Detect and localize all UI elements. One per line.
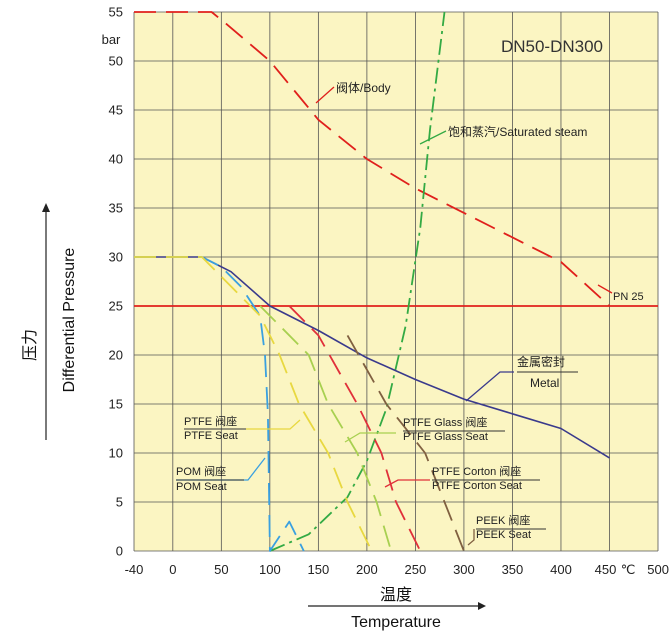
series-line-steam <box>269 11 446 552</box>
x-tick-500: 500 <box>647 562 669 577</box>
y-axis-title-cn: 压力 <box>21 329 39 361</box>
series-line-peek <box>346 334 465 552</box>
y-tick-30: 30 <box>109 250 123 265</box>
x-tick-450: 450 <box>595 562 617 577</box>
annotation-ptfe-glass: PTFE Glass Seat <box>403 431 488 443</box>
y-tick-55: 55 <box>109 5 123 20</box>
grid <box>133 11 659 552</box>
leader-peek <box>467 529 475 546</box>
y-tick-35: 35 <box>109 201 123 216</box>
y-tick-40: 40 <box>109 152 123 167</box>
x-tick-labels: -40 0 50 100 150 200 250 300 350 400 450 500 <box>125 562 669 577</box>
annotation-ptfe-corton: PTFE Corton Seat <box>432 480 522 492</box>
x-tick-150: 150 <box>308 562 330 577</box>
y-tick-15: 15 <box>109 397 123 412</box>
x-tick-400: 400 <box>550 562 572 577</box>
x-tick-200: 200 <box>356 562 378 577</box>
annotation-ptfe-corton-cn: PTFE Corton 阀座 <box>432 464 521 478</box>
annotation-peek: PEEK Seat <box>476 529 531 541</box>
x-axis-arrowhead <box>478 602 486 610</box>
annotation-metal: Metal <box>530 376 559 390</box>
series-line-ptfe_glass <box>259 305 392 552</box>
series-line-ptfe <box>134 256 373 552</box>
annotation-ptfe: PTFE Seat <box>184 430 238 442</box>
x-tick-0: 0 <box>169 562 176 577</box>
x-tick-50: 50 <box>214 562 228 577</box>
annotation-metal-cn: 金属密封 <box>517 354 565 369</box>
x-tick-300: 300 <box>453 562 475 577</box>
annotation-body: 阀体/Body <box>336 81 391 95</box>
chart-title: DN50-DN300 <box>501 37 603 56</box>
y-tick-45: 45 <box>109 103 123 118</box>
series-line-metal <box>134 256 610 459</box>
leader-ptfe-corton <box>384 479 430 488</box>
series-line-ptfe_corton <box>288 305 422 552</box>
y-tick-5: 5 <box>116 495 123 510</box>
y-tick-25: 25 <box>109 299 123 314</box>
leader-ptfe-glass <box>344 432 396 443</box>
annotation-leaders <box>176 86 613 546</box>
leader-pn25 <box>597 284 613 294</box>
x-axis-title: Temperature <box>351 614 441 631</box>
x-unit-label: ℃ <box>621 562 636 577</box>
x-axis-title-cn: 温度 <box>380 586 412 604</box>
annotation-pom: POM Seat <box>176 481 227 493</box>
series-line-body <box>134 11 611 307</box>
y-axis-title: Differential Pressure <box>61 248 78 393</box>
annotation-pom-cn: POM 阀座 <box>176 464 226 478</box>
annotation-pn25: PN 25 <box>613 291 644 303</box>
leader-ptfe <box>246 419 301 430</box>
leader-metal <box>465 371 514 402</box>
annotation-peek-cn: PEEK 阀座 <box>476 513 530 527</box>
y-axis-arrowhead <box>42 203 50 212</box>
y-tick-0: 0 <box>116 544 123 559</box>
y-unit-label: bar <box>102 32 121 47</box>
y-tick-20: 20 <box>109 348 123 363</box>
y-tick-50: 50 <box>109 54 123 69</box>
x-tick-250: 250 <box>405 562 427 577</box>
annotation-steam: 饱和蒸汽/Saturated steam <box>448 124 587 139</box>
annotation-ptfe-glass-cn: PTFE Glass 阀座 <box>403 415 487 429</box>
x-tick-100: 100 <box>259 562 281 577</box>
series-line-pom <box>134 256 305 552</box>
y-tick-10: 10 <box>109 446 123 461</box>
y-tick-labels: 0 5 10 15 20 25 30 35 40 45 50 55 <box>109 5 123 559</box>
leader-body <box>315 86 335 104</box>
x-tick--40: -40 <box>125 562 144 577</box>
annotation-ptfe-cn: PTFE 阀座 <box>184 414 237 428</box>
leader-steam <box>419 130 447 145</box>
series-lines <box>134 11 658 552</box>
x-tick-350: 350 <box>502 562 524 577</box>
